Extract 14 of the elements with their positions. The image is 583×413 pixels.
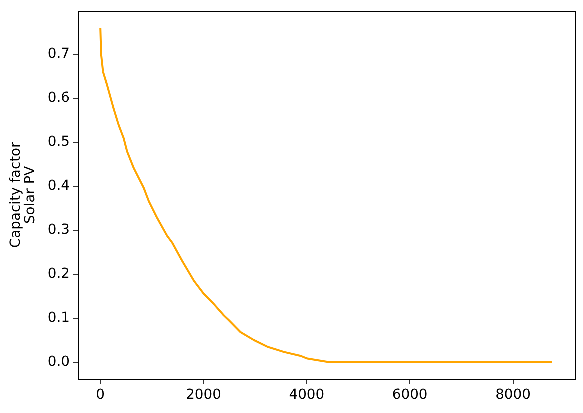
- y-tick-label: 0.2: [48, 266, 70, 282]
- x-tick-label: 8000: [496, 386, 531, 403]
- y-tick-label: 0.5: [48, 134, 70, 150]
- y-axis-title: Capacity factor Solar PV: [8, 142, 38, 248]
- y-tick-label: 0.0: [48, 354, 70, 370]
- y-tick-label: 0.4: [48, 178, 70, 194]
- y-tick-label: 0.3: [48, 222, 70, 238]
- x-tick-label: 2000: [186, 386, 222, 403]
- x-tick-label: 6000: [392, 386, 428, 403]
- y-tick-label: 0.6: [48, 90, 70, 106]
- x-tick-label: 0: [96, 386, 106, 403]
- x-tick-label: 4000: [289, 386, 325, 403]
- y-tick-label: 0.7: [48, 46, 70, 62]
- y-tick-label: 0.1: [48, 310, 70, 326]
